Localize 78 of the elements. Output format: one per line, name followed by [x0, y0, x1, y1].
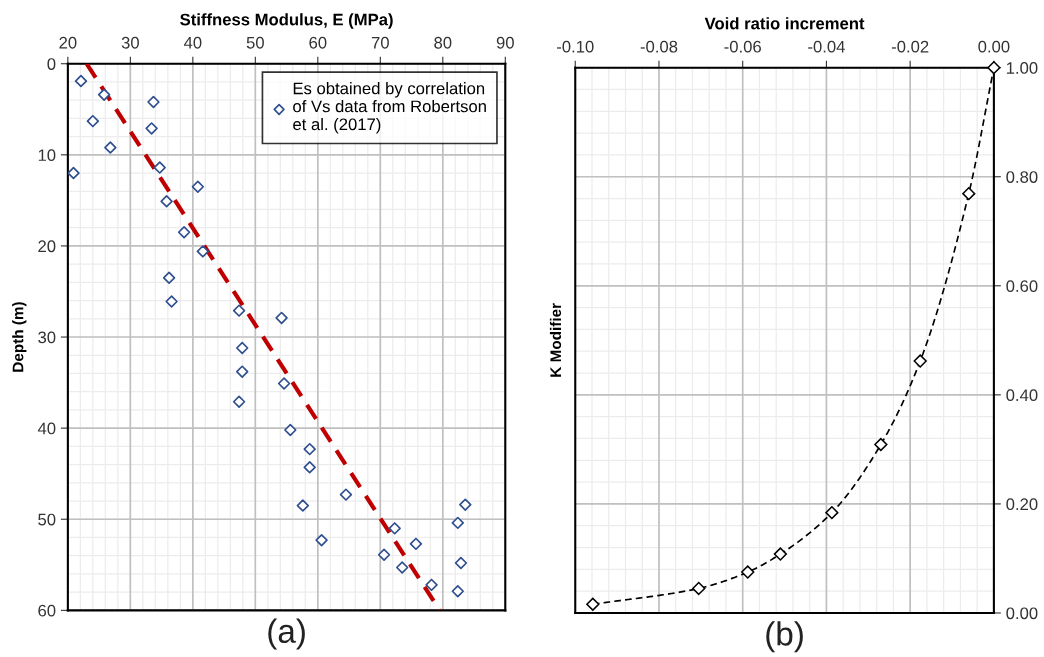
- point: [284, 423, 297, 437]
- y-axis-title: K Modifier: [549, 303, 562, 377]
- point: [86, 114, 100, 128]
- y-tick-label: 0.80: [1006, 171, 1038, 183]
- point: [741, 565, 755, 579]
- y-axis-title: Depth (m): [12, 302, 27, 372]
- point: [275, 311, 288, 325]
- point: [235, 341, 249, 355]
- y-tick-label: 20: [38, 240, 56, 253]
- point: [395, 561, 409, 574]
- point: [74, 74, 88, 88]
- point: [425, 578, 438, 592]
- x-tick-label: 70: [371, 36, 389, 49]
- point: [232, 304, 246, 317]
- point: [913, 354, 927, 368]
- x-tick-label: 40: [183, 36, 202, 49]
- point: [987, 61, 1001, 75]
- point: [451, 516, 465, 530]
- text: (a): [268, 618, 305, 650]
- text: (b): [766, 621, 803, 653]
- x-tick-label: 20: [59, 36, 77, 49]
- x-tick-label: 30: [121, 36, 139, 49]
- y-tick-label: 0.20: [1006, 498, 1038, 511]
- y-tick-label: 0.60: [1006, 280, 1038, 292]
- x-tick-label: 0.00: [978, 40, 1010, 53]
- legend-label: Es obtained by correlation of Vs data from Robertson et al. (2017): [293, 82, 486, 134]
- point: [409, 537, 423, 551]
- point: [162, 271, 176, 285]
- point: [196, 245, 210, 258]
- point: [692, 581, 706, 596]
- point: [388, 522, 401, 535]
- y-tick-label: 0: [47, 58, 56, 70]
- point: [191, 180, 205, 193]
- x-tick-label: -0.04: [808, 40, 845, 53]
- point: [232, 395, 246, 408]
- x-tick-label: -0.02: [891, 40, 929, 53]
- point: [147, 95, 160, 109]
- point: [773, 547, 788, 561]
- point: [145, 122, 158, 135]
- x-axis-title: Stiffness Modulus, E (MPa): [180, 13, 393, 29]
- x-tick-label: 60: [309, 36, 327, 49]
- x-tick-label: 80: [434, 36, 452, 49]
- y-tick-label: 30: [38, 331, 56, 344]
- point: [104, 141, 117, 154]
- point: [153, 161, 166, 174]
- point: [303, 442, 316, 456]
- x-tick-label: -0.06: [724, 40, 761, 53]
- point: [339, 488, 353, 501]
- point: [303, 461, 316, 474]
- point: [451, 585, 465, 598]
- y-tick-label: 0.40: [1006, 389, 1038, 402]
- point: [377, 548, 391, 561]
- point: [97, 88, 111, 101]
- point: [454, 556, 468, 570]
- point: [586, 597, 600, 611]
- x-tick-label: -0.10: [556, 40, 594, 53]
- y-tick-label: 60: [38, 604, 56, 617]
- x-tick-label: 90: [496, 36, 514, 49]
- point: [67, 166, 80, 180]
- point: [177, 226, 191, 239]
- point: [874, 437, 888, 452]
- point: [165, 295, 178, 308]
- point: [315, 533, 328, 547]
- x-tick-label: -0.08: [640, 40, 678, 53]
- point: [962, 186, 976, 201]
- y-tick-label: 10: [38, 149, 56, 162]
- x-tick-label: 50: [246, 36, 264, 49]
- y-tick-label: 1.00: [1006, 62, 1038, 74]
- point: [235, 365, 249, 378]
- x-axis-title: Void ratio increment: [704, 17, 865, 30]
- point: [296, 499, 310, 512]
- point: [160, 195, 173, 208]
- point: [459, 498, 472, 511]
- point: [825, 505, 839, 520]
- y-tick-label: 50: [38, 513, 56, 526]
- y-tick-label: 0.00: [1006, 607, 1038, 620]
- point: [277, 377, 291, 390]
- y-tick-label: 40: [37, 422, 56, 435]
